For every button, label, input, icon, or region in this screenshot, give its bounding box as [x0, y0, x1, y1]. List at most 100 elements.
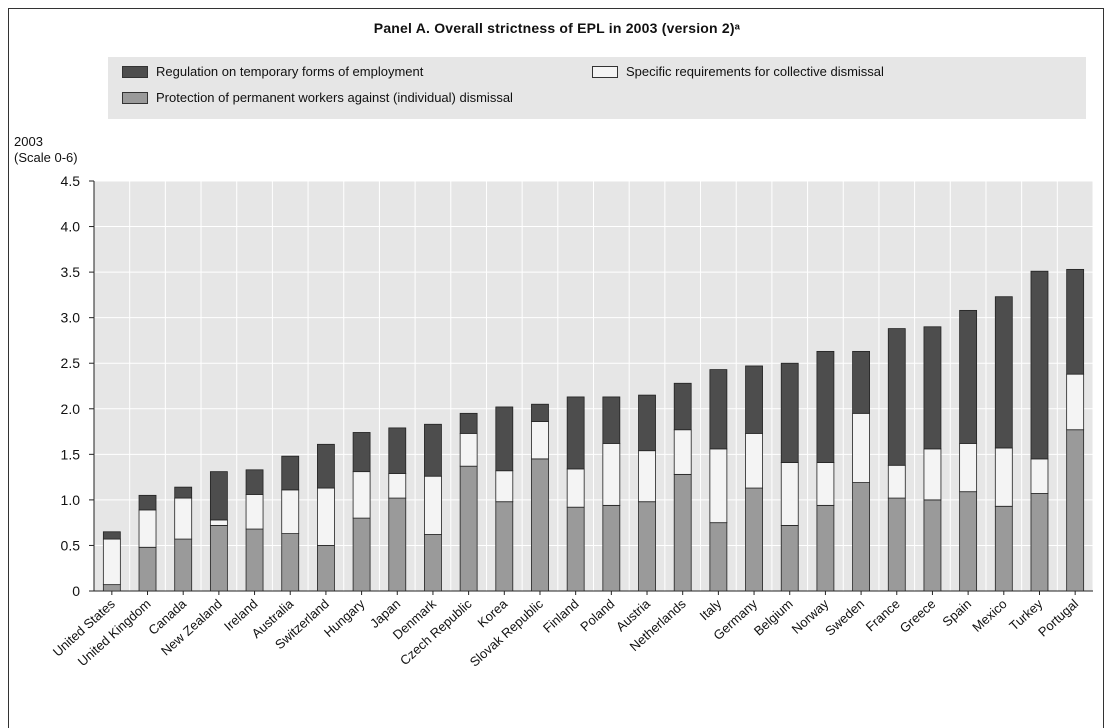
y-tick-label: 0 [72, 583, 80, 599]
bar-segment [352, 432, 371, 473]
bar-segment [780, 525, 799, 592]
y-tick-label: 3.5 [61, 264, 81, 280]
bar-segment [566, 468, 585, 508]
y-axis-title: 2003 (Scale 0-6) [14, 134, 78, 166]
bar-segment [531, 403, 549, 422]
bar-segment [852, 412, 870, 483]
bar-segment [531, 458, 549, 592]
bar-segment [638, 394, 656, 452]
bar-segment [1030, 270, 1049, 460]
bar-segment [531, 421, 549, 460]
bar-segment [174, 538, 193, 592]
bar-segment [459, 412, 478, 434]
bar-segment [923, 499, 942, 592]
legend-swatch-temporary [122, 65, 148, 78]
bar-segment [102, 584, 121, 592]
bar-segment [388, 497, 407, 592]
bar-segment [780, 362, 799, 463]
bar-segment [102, 538, 121, 586]
bar-segment [138, 546, 157, 592]
bar-segment [566, 396, 585, 470]
bar-segment [816, 504, 835, 592]
legend: Regulation on temporary forms of employm… [108, 57, 1086, 119]
bar-segment [102, 531, 121, 540]
y-tick-label: 1.5 [61, 446, 81, 462]
bar-segment [673, 382, 692, 431]
legend-label-permanent: Protection of permanent workers against … [156, 90, 513, 105]
x-tick-label: Greece [897, 596, 939, 636]
y-axis-title-line-1: 2003 [14, 134, 43, 149]
bar-segment [638, 450, 656, 503]
bar-segment [923, 326, 942, 450]
x-tick-label: Mexico [969, 596, 1010, 635]
bar-segment [1030, 493, 1049, 592]
legend-label-temporary: Regulation on temporary forms of employm… [156, 64, 424, 79]
bar-segment [816, 350, 835, 463]
bar-segment [852, 350, 870, 414]
legend-swatch-permanent [122, 91, 148, 104]
bar-segment [673, 473, 692, 592]
bar-segment [923, 448, 942, 501]
bar-segment [174, 486, 193, 499]
bar-segment [281, 533, 300, 592]
y-tick-label: 2.0 [61, 401, 81, 417]
bar-segment [602, 396, 621, 444]
bar-segment [745, 432, 763, 489]
bar-segment [994, 296, 1013, 449]
bar-segment [887, 464, 906, 499]
y-tick-label: 4.0 [61, 219, 81, 235]
bar-segment [245, 494, 264, 530]
y-tick-label: 4.5 [61, 173, 81, 189]
bar-segment [887, 497, 906, 592]
bar-segment [495, 501, 514, 592]
bar-segment [566, 506, 585, 592]
bar-segment [424, 475, 442, 535]
x-tick-label: Sweden [822, 596, 867, 639]
legend-swatch-collective [592, 65, 618, 78]
bar-segment [959, 442, 978, 493]
bar-segment [816, 462, 835, 506]
legend-item-temporary: Regulation on temporary forms of employm… [122, 64, 423, 79]
bar-segment [959, 491, 978, 592]
panel-title: Panel A. Overall strictness of EPL in 20… [373, 20, 741, 36]
y-tick-label: 0.5 [61, 537, 81, 553]
bar-segment [495, 470, 514, 503]
x-tick-label: Belgium [751, 596, 796, 639]
bar-segment [388, 473, 407, 499]
x-tick-label: Finland [540, 596, 582, 636]
bar-segment [959, 309, 978, 444]
bar-segment [424, 534, 442, 592]
bar-segment [317, 443, 335, 489]
legend-label-collective: Specific requirements for collective dis… [626, 64, 884, 79]
bar-segment [780, 462, 799, 526]
x-tick-label: Poland [577, 596, 617, 634]
bar-segment [602, 504, 621, 592]
bar-segment [388, 427, 407, 474]
bar-segment [887, 328, 906, 466]
bar-segment [495, 406, 514, 472]
bar-segment [459, 432, 478, 467]
bar-segment [709, 448, 728, 524]
bar-segment [209, 525, 228, 592]
bar-segment [1066, 268, 1085, 375]
bar-segment [209, 471, 228, 521]
legend-item-collective: Specific requirements for collective dis… [592, 64, 884, 79]
bar-segment [317, 545, 335, 592]
bar-segment [745, 365, 763, 434]
y-tick-label: 2.5 [61, 355, 81, 371]
bar-segment [745, 487, 763, 592]
bar-segment [673, 429, 692, 475]
bar-segment [245, 469, 264, 495]
legend-item-permanent: Protection of permanent workers against … [122, 90, 513, 105]
x-tick-label: Portugal [1035, 596, 1081, 640]
bar-segment [852, 482, 870, 592]
y-tick-label: 1.0 [61, 492, 81, 508]
bar-segment [709, 369, 728, 450]
bar-segment [994, 447, 1013, 507]
chart-frame [8, 8, 1104, 728]
bar-segment [1066, 373, 1085, 431]
bar-segment [709, 522, 728, 592]
bar-segment [352, 517, 371, 592]
y-tick-label: 3.0 [61, 310, 81, 326]
